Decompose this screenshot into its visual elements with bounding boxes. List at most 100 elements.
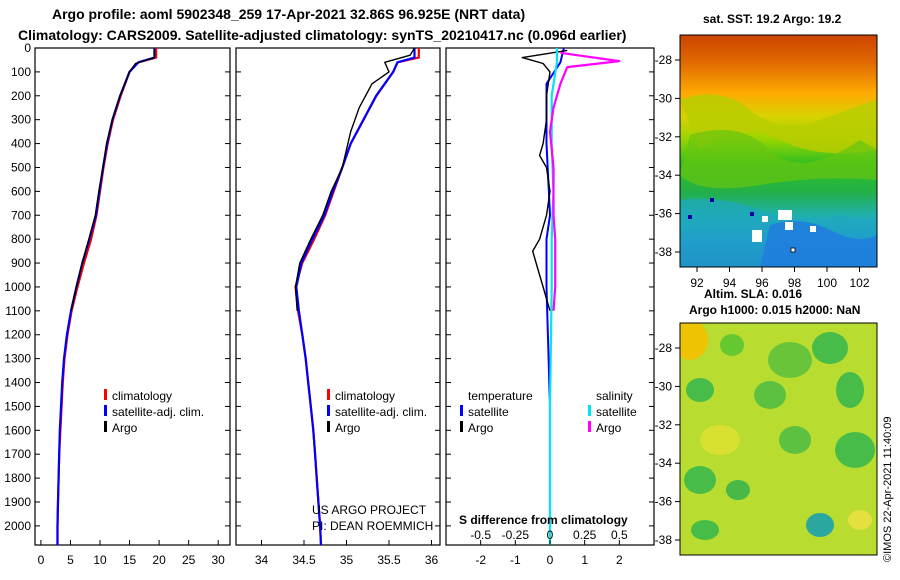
sla-anomaly: [754, 381, 786, 409]
legend-argo-label: Argo: [112, 421, 138, 435]
depth-tick-label: 1200: [4, 328, 31, 342]
depth-tick-label: 2000: [4, 519, 31, 533]
sla-map-frame: [679, 322, 878, 556]
sst-map-frame: [679, 34, 878, 268]
x-tick-label: -2: [475, 553, 486, 567]
sla-lat-label: -36: [655, 495, 673, 509]
sla-anomaly: [768, 342, 812, 378]
x-tick-label: 34.5: [292, 553, 316, 567]
legend-temp-argo-swatch: [460, 421, 463, 432]
project-annotation: US ARGO PROJECT: [312, 503, 427, 517]
depth-tick-label: 600: [11, 184, 31, 198]
temperature-panel: 0 5 10 15 20 25 30 0 100 200 300 400 500 600 700 800 90…: [4, 41, 231, 567]
legend-sal-satellite-label: satellite: [596, 405, 637, 419]
legend-temperature-title: temperature: [468, 389, 533, 403]
sla-lat-label: -32: [655, 418, 673, 432]
missing-pixel: [710, 198, 714, 202]
sla-anomaly: [726, 480, 750, 500]
sst-lon-label: 102: [849, 276, 869, 290]
x-tick-label: 10: [93, 553, 107, 567]
depth-tick-label: 500: [11, 160, 31, 174]
sla-anomaly: [779, 426, 811, 454]
x-tick-label: 36: [425, 553, 439, 567]
legend-argo-label: Argo: [335, 421, 361, 435]
x-tick-label: 2: [616, 553, 623, 567]
sla-anomaly: [812, 332, 848, 364]
depth-tick-label: 800: [11, 232, 31, 246]
sla-anomaly: [684, 466, 716, 494]
legend-salinity-title: salinity: [596, 389, 633, 403]
sla-map-title: Altim. SLA: 0.016: [704, 287, 803, 301]
argo-float-marker: [790, 247, 796, 253]
cloud-mask: [752, 230, 762, 242]
argo-height-title: Argo h1000: 0.015 h2000: NaN: [689, 303, 861, 317]
sla-anomaly: [686, 378, 714, 402]
sst-lat-label: -28: [655, 53, 673, 67]
legend-climatology-swatch: [104, 389, 107, 400]
x-tick-label: 1: [581, 553, 588, 567]
legend-temp-satellite-swatch: [460, 405, 463, 416]
series-line-argo: [70, 48, 156, 311]
sla-lat-label: -30: [655, 379, 673, 393]
salinity-panel: 34 34.5 35 35.5 36 climatology satellite-adj…: [235, 47, 441, 567]
climatology-title: Climatology: CARS2009. Satellite-adjuste…: [18, 27, 627, 43]
cloud-mask: [778, 210, 792, 220]
sst-lat-label: -34: [655, 168, 673, 182]
missing-pixel: [688, 215, 692, 219]
sla-anomaly: [835, 432, 875, 468]
sst-lon-label: 94: [723, 276, 737, 290]
depth-tick-label: 200: [11, 89, 31, 103]
series-line-argo: [294, 47, 416, 311]
sla-map: -28 -30 -32 -34 -36 -38: [655, 322, 878, 556]
depth-tick-label: 1000: [4, 280, 31, 294]
x-tick-label: 0: [38, 553, 45, 567]
depth-tick-label: 100: [11, 65, 31, 79]
sst-lon-label: 92: [690, 276, 704, 290]
legend-satellite-swatch: [327, 405, 330, 416]
sla-anomaly: [806, 513, 834, 537]
series-line-satellite: [295, 48, 416, 546]
legend-sal-satellite-swatch: [588, 405, 591, 416]
sla-lat-label: -34: [655, 456, 673, 470]
x-tick-label: 20: [152, 553, 166, 567]
difference-legend: temperature satellite Argo salinity sate…: [460, 389, 637, 435]
depth-tick-label: 0: [24, 41, 31, 55]
legend-argo-swatch: [104, 421, 107, 432]
profile-title: Argo profile: aoml 5902348_259 17-Apr-20…: [52, 6, 526, 22]
sla-anomaly: [836, 372, 864, 408]
depth-tick-label: 1100: [5, 304, 31, 318]
sla-anomaly: [848, 510, 872, 530]
legend-satellite-label: satellite-adj. clim.: [335, 405, 427, 419]
sst-map: -28 -30 -32 -34 -36 -38 92 94 96 98 100 102: [655, 34, 878, 290]
s-tick-label: 0: [547, 528, 554, 542]
depth-tick-label: 1700: [4, 447, 31, 461]
depth-tick-label: 1800: [4, 471, 31, 485]
salinity-plot-frame: [235, 47, 441, 546]
legend-climatology-label: climatology: [112, 389, 172, 403]
sla-anomaly: [680, 323, 708, 360]
sst-lon-label: 100: [817, 276, 837, 290]
sla-anomaly: [720, 334, 744, 356]
s-difference-label: S difference from climatology: [459, 513, 628, 527]
x-tick-label: 34: [255, 553, 269, 567]
x-tick-label: 35.5: [377, 553, 401, 567]
legend-temp-argo-label: Argo: [468, 421, 494, 435]
legend-sal-argo-label: Argo: [596, 421, 622, 435]
x-tick-label: 30: [212, 553, 226, 567]
s-tick-label: 0.25: [573, 528, 597, 542]
x-tick-label: -1: [510, 553, 521, 567]
missing-pixel: [750, 212, 754, 216]
depth-tick-label: 400: [11, 137, 31, 151]
sst-lat-label: -30: [655, 91, 673, 105]
depth-tick-label: 1600: [4, 423, 31, 437]
cloud-mask: [785, 222, 793, 230]
sla-lat-label: -28: [655, 341, 673, 355]
sst-lat-label: -38: [655, 245, 673, 259]
pi-annotation: PI: DEAN ROEMMICH: [312, 519, 433, 533]
x-tick-label: 0: [547, 553, 554, 567]
x-tick-label: 35: [340, 553, 354, 567]
sla-lat-label: -38: [655, 533, 673, 547]
x-tick-label: 15: [123, 553, 137, 567]
sst-lon-label: 98: [788, 276, 802, 290]
